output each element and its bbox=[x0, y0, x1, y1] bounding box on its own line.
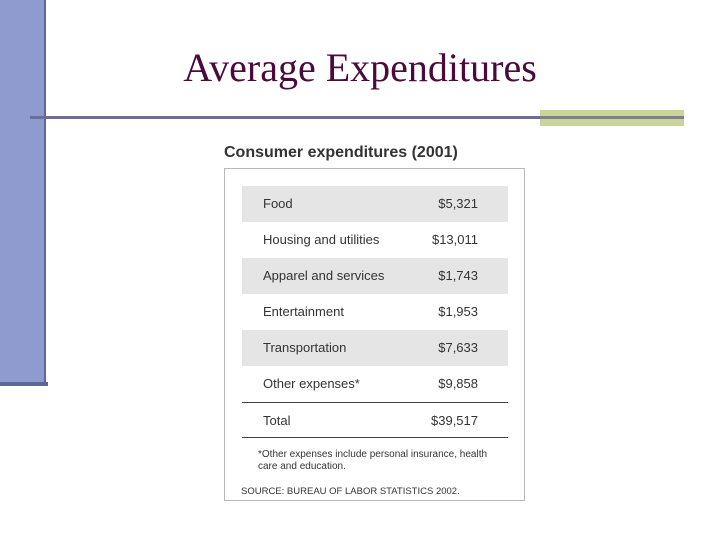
figure-title: Consumer expenditures (2001) bbox=[224, 144, 458, 161]
row-value: $1,743 bbox=[438, 268, 478, 283]
row-value: $1,953 bbox=[438, 304, 478, 319]
slide-title: Average Expenditures bbox=[183, 45, 537, 90]
total-label: Total bbox=[263, 413, 291, 428]
row-label: Housing and utilities bbox=[263, 232, 380, 247]
total-row: Total $39,517 bbox=[242, 402, 508, 438]
row-label: Entertainment bbox=[263, 304, 344, 319]
total-value: $39,517 bbox=[431, 413, 478, 428]
table-rows: Food $5,321 Housing and utilities $13,01… bbox=[242, 186, 508, 438]
table-footnote: *Other expenses include personal insuran… bbox=[258, 449, 488, 472]
left-accent-bar-shadow bbox=[0, 382, 48, 386]
title-underline bbox=[30, 116, 540, 119]
row-label: Food bbox=[263, 196, 293, 211]
row-value: $13,011 bbox=[431, 232, 478, 247]
table-row: Other expenses* $9,858 bbox=[242, 366, 508, 402]
row-value: $7,633 bbox=[438, 340, 478, 355]
table-row: Apparel and services $1,743 bbox=[242, 258, 508, 294]
table-row: Housing and utilities $13,011 bbox=[242, 222, 508, 258]
table-row: Food $5,321 bbox=[242, 186, 508, 222]
table-source: SOURCE: BUREAU OF LABOR STATISTICS 2002. bbox=[241, 486, 460, 497]
table-row: Entertainment $1,953 bbox=[242, 294, 508, 330]
left-accent-bar bbox=[0, 0, 46, 384]
row-label: Apparel and services bbox=[263, 268, 385, 283]
row-value: $5,321 bbox=[438, 196, 478, 211]
row-label: Other expenses* bbox=[263, 376, 360, 391]
row-value: $9,858 bbox=[438, 376, 478, 391]
title-underline-accent-line bbox=[540, 116, 684, 119]
row-label: Transportation bbox=[263, 340, 347, 355]
table-row: Transportation $7,633 bbox=[242, 330, 508, 366]
expenditure-table: Food $5,321 Housing and utilities $13,01… bbox=[224, 168, 525, 501]
